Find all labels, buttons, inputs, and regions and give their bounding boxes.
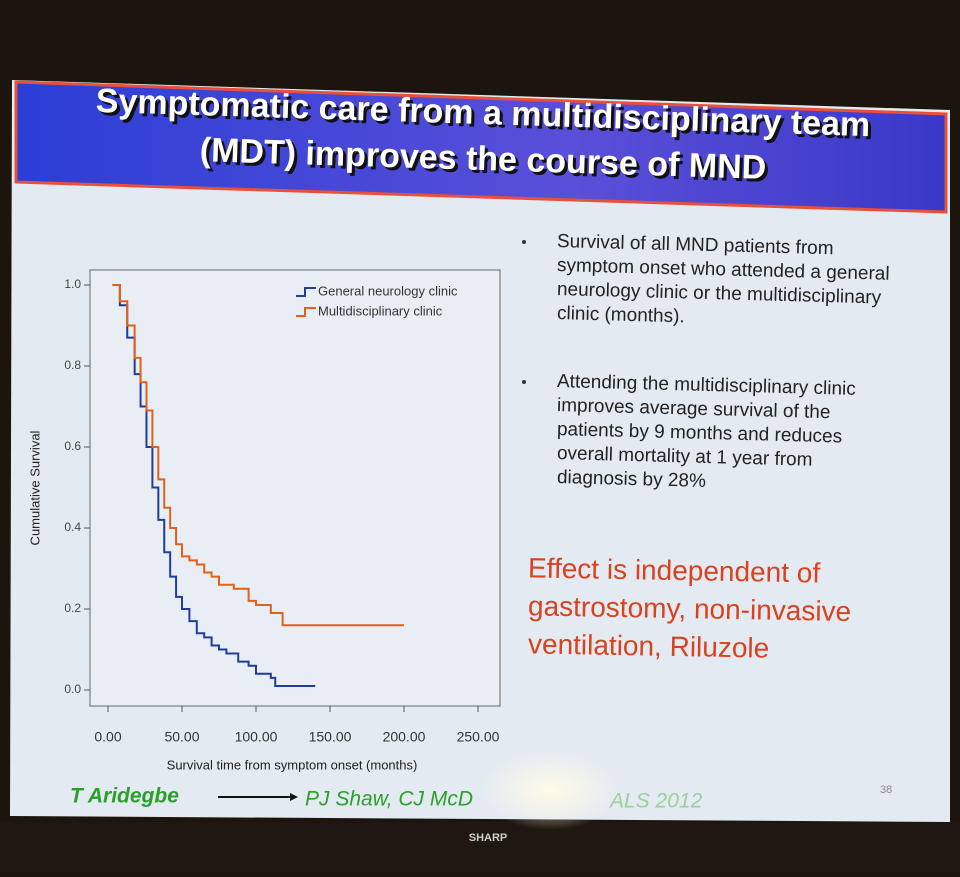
- survival-curve: [112, 284, 316, 687]
- x-tick-label: 100.00: [235, 729, 278, 745]
- legend-label: General neurology clinic: [318, 283, 458, 298]
- projector-bezel: [0, 822, 960, 872]
- x-tick-label: 0.00: [94, 729, 121, 745]
- highlight-text: Effect is independent of: [528, 552, 821, 588]
- survival-curve: [112, 284, 404, 627]
- arrow-head: [290, 793, 298, 801]
- x-tick-label: 200.00: [383, 729, 426, 745]
- bullet-dot: [522, 240, 526, 244]
- y-tick-label: 1.0: [64, 277, 81, 291]
- y-axis-label: Cumulative Survival: [27, 430, 42, 545]
- y-tick-label: 0.6: [64, 439, 81, 453]
- page-number: 38: [880, 784, 892, 796]
- highlight-text: gastrostomy, non-invasive: [528, 590, 852, 627]
- footer-author: T Aridegbe: [70, 785, 179, 808]
- x-axis-label: Survival time from symptom onset (months…: [167, 757, 418, 772]
- title-banner: [14, 80, 948, 214]
- legend-label: Multidisciplinary clinic: [318, 303, 443, 318]
- glare: [480, 750, 620, 830]
- y-tick-label: 0.8: [64, 358, 81, 372]
- y-tick-label: 0.4: [64, 520, 81, 534]
- highlight-text: ventilation, Riluzole: [528, 628, 770, 663]
- bullet-dot: [522, 380, 526, 384]
- bullet-text: clinic (months).: [557, 303, 685, 327]
- y-tick-label: 0.0: [64, 682, 81, 696]
- y-tick-label: 0.2: [64, 601, 81, 615]
- footer-journal: ALS 2012: [608, 790, 703, 813]
- legend-swatch: [296, 287, 316, 297]
- x-tick-label: 150.00: [309, 729, 352, 745]
- footer-ref: PJ Shaw, CJ McD: [305, 788, 473, 811]
- x-tick-label: 250.00: [457, 729, 500, 745]
- bullet-text: diagnosis by 28%: [557, 467, 707, 492]
- x-tick-label: 50.00: [164, 729, 199, 745]
- projector-brand: SHARP: [469, 832, 508, 844]
- legend-swatch: [296, 307, 316, 317]
